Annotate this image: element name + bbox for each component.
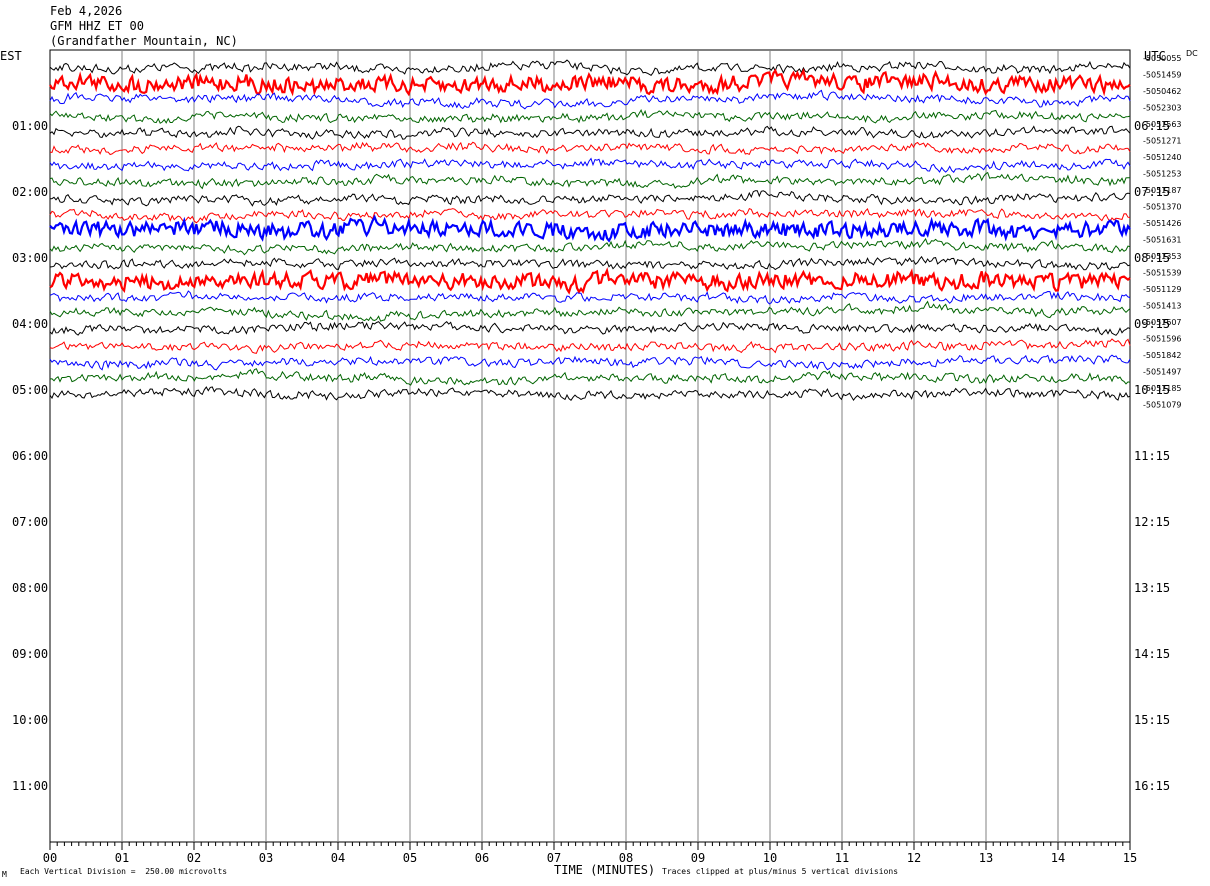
right-hour-label: 07:15 (1134, 185, 1170, 199)
right-hour-label: 06:15 (1134, 119, 1170, 133)
trace-blue (49, 214, 1131, 243)
dc-offset-value: -5051129 (1143, 285, 1182, 294)
trace-black (49, 255, 1131, 271)
dc-offset-value: -5051187 (1143, 186, 1182, 195)
x-tick-label: 06 (475, 851, 489, 865)
left-hour-label: 05:00 (12, 383, 48, 397)
dc-offset-value: -5051842 (1143, 351, 1182, 360)
x-tick-label: 09 (691, 851, 705, 865)
right-hour-label: 16:15 (1134, 779, 1170, 793)
dc-offset-value: -5051353 (1143, 252, 1182, 261)
left-hour-label: 11:00 (12, 779, 48, 793)
x-tick-label: 00 (43, 851, 57, 865)
dc-offset-value: -5051539 (1143, 269, 1182, 278)
dc-offset-value: -5051185 (1143, 384, 1182, 393)
dc-offset-value: -5051426 (1143, 219, 1182, 228)
x-tick-label: 13 (979, 851, 993, 865)
trace-black (49, 190, 1131, 207)
x-tick-label: 05 (403, 851, 417, 865)
scale-note: Each Vertical Division = 250.00 microvol… (20, 867, 228, 876)
left-hour-label: 01:00 (12, 119, 48, 133)
dc-offset-value: -5051240 (1143, 153, 1182, 162)
right-hour-label: 08:15 (1134, 251, 1170, 265)
dc-offset-value: -5051253 (1143, 170, 1182, 179)
trace-red (49, 68, 1131, 97)
trace-black (49, 321, 1131, 336)
dc-offset-value: -5051607 (1143, 318, 1182, 327)
dc-offset-value: -5051370 (1143, 203, 1182, 212)
trace-red (49, 267, 1131, 295)
left-timezone-label: EST (0, 49, 22, 63)
trace-green (49, 368, 1131, 386)
right-timezone-label: UTC (1144, 49, 1166, 63)
right-hour-label: 14:15 (1134, 647, 1170, 661)
dc-offset-value: -5051596 (1143, 335, 1182, 344)
right-hour-label: 15:15 (1134, 713, 1170, 727)
right-hour-label: 12:15 (1134, 515, 1170, 529)
trace-blue (49, 354, 1131, 371)
dc-offset-value: -5051271 (1143, 137, 1182, 146)
x-tick-label: 08 (619, 851, 633, 865)
trace-black (49, 125, 1131, 140)
right-hour-label: 11:15 (1134, 449, 1170, 463)
right-hour-label: 10:15 (1134, 383, 1170, 397)
x-tick-label: 15 (1123, 851, 1137, 865)
trace-red (49, 207, 1131, 224)
x-tick-label: 12 (907, 851, 921, 865)
trace-blue (49, 157, 1131, 173)
left-hour-label: 02:00 (12, 185, 48, 199)
right-hour-label: 13:15 (1134, 581, 1170, 595)
left-hour-label: 10:00 (12, 713, 48, 727)
right-hour-label: 09:15 (1134, 317, 1170, 331)
dc-offset-value: -5051631 (1143, 236, 1182, 245)
x-tick-label: 02 (187, 851, 201, 865)
header-date: Feb 4,2026 (50, 4, 123, 18)
trace-blue (49, 290, 1131, 305)
x-tick-label: 14 (1051, 851, 1065, 865)
header-channel: GFM HHZ ET 00 (50, 19, 144, 33)
trace-red (49, 141, 1131, 156)
trace-green (49, 300, 1131, 322)
trace-red (49, 338, 1131, 354)
trace-green (49, 108, 1131, 124)
dc-label: DC (1186, 49, 1198, 58)
left-hour-label: 03:00 (12, 251, 48, 265)
x-tick-label: 11 (835, 851, 849, 865)
dc-offset-value: -5051563 (1143, 120, 1182, 129)
header-station: (Grandfather Mountain, NC) (50, 34, 238, 48)
dc-offset-value: -5051413 (1143, 302, 1182, 311)
left-hour-label: 09:00 (12, 647, 48, 661)
dc-offset-value: -5050462 (1143, 87, 1182, 96)
left-hour-label: 04:00 (12, 317, 48, 331)
clip-note: Traces clipped at plus/minus 5 vertical … (662, 867, 899, 876)
dc-offset-value: -5051459 (1143, 71, 1182, 80)
corner-mark: M (2, 870, 7, 879)
x-tick-label: 10 (763, 851, 777, 865)
x-tick-label: 01 (115, 851, 129, 865)
x-tick-label: 03 (259, 851, 273, 865)
x-tick-label: 07 (547, 851, 561, 865)
dc-offset-value: -5051079 (1143, 401, 1182, 410)
x-axis-label: TIME (MINUTES) (554, 863, 656, 877)
trace-black (49, 386, 1131, 402)
left-hour-label: 08:00 (12, 581, 48, 595)
trace-blue (49, 89, 1131, 110)
x-tick-label: 04 (331, 851, 345, 865)
trace-green (49, 171, 1130, 190)
trace-black (49, 59, 1131, 76)
dc-offset-value: -5051497 (1143, 368, 1182, 377)
dc-offset-value: -5050055 (1143, 54, 1182, 63)
left-hour-label: 06:00 (12, 449, 48, 463)
trace-green (49, 237, 1131, 256)
dc-offset-value: -5052303 (1143, 104, 1182, 113)
left-hour-label: 07:00 (12, 515, 48, 529)
